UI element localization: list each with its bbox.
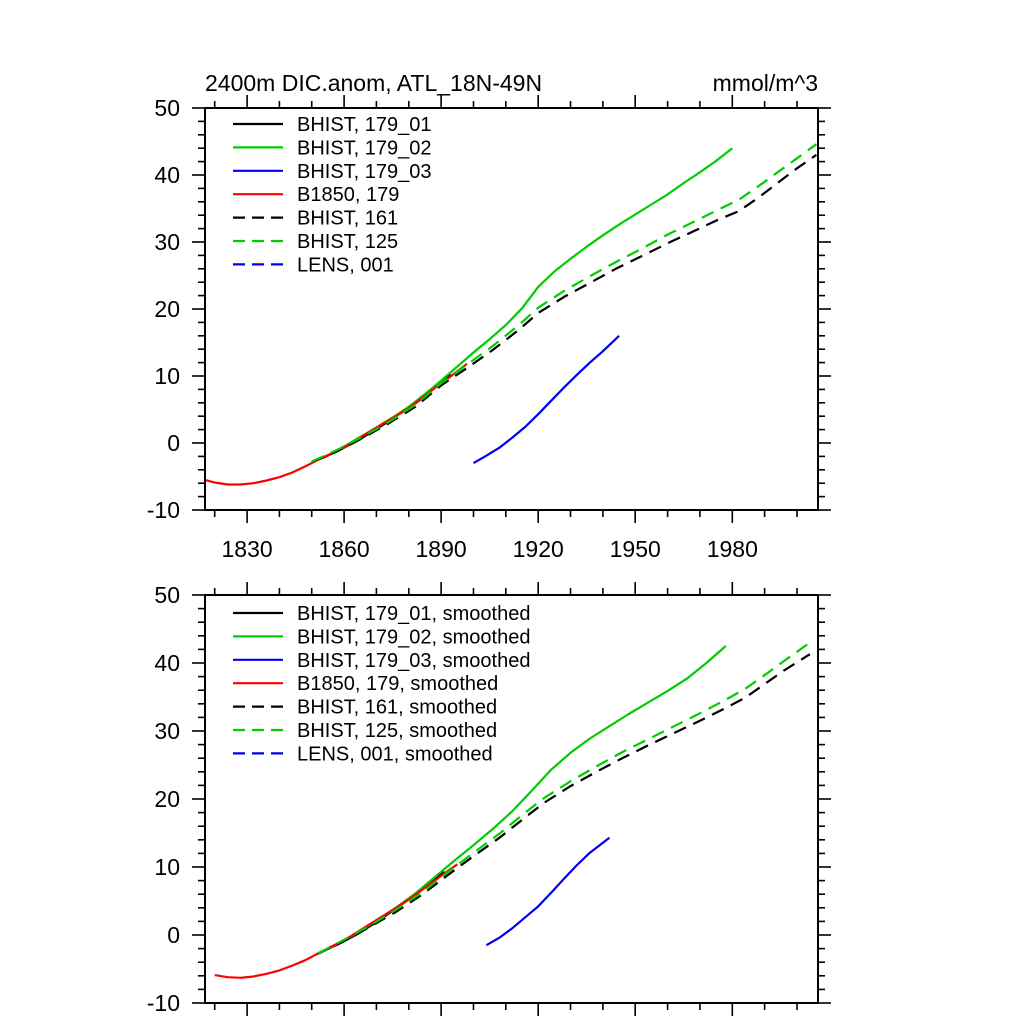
legend-item-bhist-179-03-smoothed: BHIST, 179_03, smoothed (233, 650, 530, 672)
bottom-chart-y-tick-label: 0 (167, 922, 180, 948)
series-bhist-179-01 (311, 373, 452, 463)
bottom-chart-y-tick-label: 40 (154, 650, 180, 676)
legend-label: BHIST, 179_02, smoothed (297, 626, 530, 648)
legend-item-b1850-179: B1850, 179 (233, 184, 399, 206)
legend-item-bhist-125: BHIST, 125 (233, 231, 398, 253)
series-bhist-161-smoothed (317, 653, 811, 955)
legend-item-lens-001: LENS, 001 (233, 254, 394, 276)
top-chart-y-tick-label: 30 (154, 229, 180, 255)
bottom-chart-y-tick-label: 20 (154, 786, 180, 812)
legend-label: BHIST, 179_01, smoothed (297, 603, 530, 625)
top-chart-y-ticks (192, 107, 831, 511)
top-chart-y-tick-label: 20 (154, 296, 180, 322)
series-b1850-179-smoothed (214, 863, 458, 979)
top-chart-y-tick-label: 40 (154, 162, 180, 188)
top-chart-x-tick-label: 1830 (222, 536, 273, 562)
top-chart-y-tick-label: 50 (154, 95, 180, 121)
top-chart-x-tick-label: 1890 (416, 536, 467, 562)
legend-label: BHIST, 161, smoothed (297, 697, 497, 719)
series-bhist-125 (311, 143, 818, 463)
legend-item-bhist-125-smoothed: BHIST, 125, smoothed (233, 720, 497, 742)
legend-label: LENS, 001, smoothed (297, 743, 493, 765)
bottom-chart-y-ticks (192, 594, 831, 1004)
legend-label: BHIST, 179_03, smoothed (297, 650, 530, 672)
legend-item-bhist-179-03: BHIST, 179_03 (233, 161, 432, 183)
legend-item-lens-001-smoothed: LENS, 001, smoothed (233, 743, 493, 765)
top-chart-y-tick-label: 10 (154, 363, 180, 389)
chart-title: 2400m DIC.anom, ATL_18N-49N (205, 70, 542, 96)
top-chart-x-tick-label: 1920 (513, 536, 564, 562)
series-bhist-125-smoothed (317, 641, 811, 955)
top-chart-x-tick-label: 1950 (610, 536, 661, 562)
legend-label: B1850, 179 (297, 184, 399, 206)
legend-label: BHIST, 179_02 (297, 137, 432, 159)
series-bhist-179-03 (472, 335, 620, 465)
units-label: mmol/m^3 (713, 70, 818, 96)
legend-item-bhist-161: BHIST, 161 (233, 208, 398, 230)
legend-item-bhist-179-01-smoothed: BHIST, 179_01, smoothed (233, 603, 530, 625)
legend-item-bhist-161-smoothed: BHIST, 161, smoothed (233, 697, 497, 719)
top-chart: 1830 1860 1890 1920 1950 1980 -10 0 10 20 30 40 50 24… (147, 70, 831, 562)
legend-label: BHIST, 125, smoothed (297, 720, 497, 742)
legend-item-bhist-179-02-smoothed: BHIST, 179_02, smoothed (233, 626, 530, 648)
bottom-chart-y-tick-label: 30 (154, 718, 180, 744)
legend-item-bhist-179-01: BHIST, 179_01 (233, 114, 432, 136)
legend-label: BHIST, 179_03 (297, 161, 432, 183)
top-chart-x-ticks (213, 95, 798, 523)
bottom-chart-x-ticks (213, 582, 798, 1016)
legend-label: B1850, 179, smoothed (297, 673, 498, 695)
series-b1850-179 (204, 363, 468, 486)
legend-label: BHIST, 161 (297, 208, 398, 230)
legend-label: LENS, 001 (297, 254, 394, 276)
top-chart-y-tick-label: -10 (147, 497, 180, 523)
bottom-chart-y-tick-label: 10 (154, 854, 180, 880)
series-bhist-179-03-smoothed (485, 836, 611, 947)
series-bhist-161 (311, 153, 818, 463)
bottom-chart-y-tick-label: -10 (147, 990, 180, 1016)
legend-item-bhist-179-02: BHIST, 179_02 (233, 137, 432, 159)
legend-label: BHIST, 179_01 (297, 114, 432, 136)
top-chart-x-tick-label: 1860 (319, 536, 370, 562)
top-chart-y-tick-label: 0 (167, 430, 180, 456)
bottom-chart-y-tick-label: 50 (154, 582, 180, 608)
legend-label: BHIST, 125 (297, 231, 398, 253)
top-chart-x-tick-label: 1980 (707, 536, 758, 562)
legend-item-b1850-179-smoothed: B1850, 179, smoothed (233, 673, 498, 695)
